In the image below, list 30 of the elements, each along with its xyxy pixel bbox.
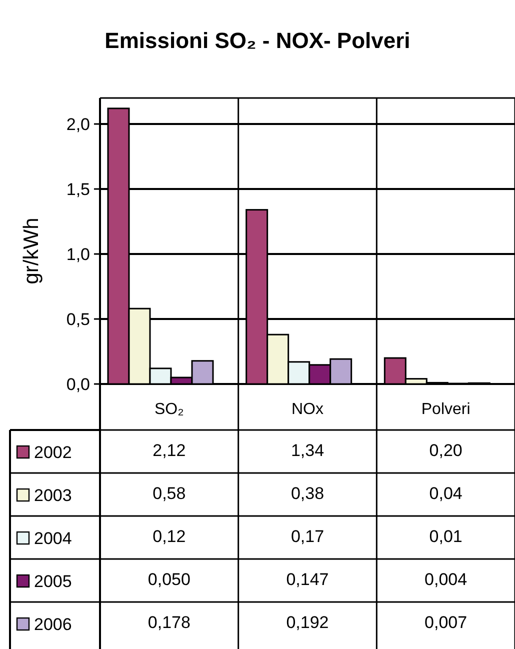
data-label: 0,007 (424, 612, 468, 632)
chart-title: Emissioni SO₂ - NOX- Polveri (104, 28, 410, 53)
y-tick-label: 2,0 (66, 114, 90, 134)
y-tick-label: 0,5 (66, 310, 90, 329)
data-label: 0,17 (290, 526, 324, 546)
data-label: 0,050 (148, 570, 190, 589)
y-tick-label: 0,0 (66, 374, 90, 394)
x-tick-label: SO₂ (154, 401, 184, 418)
data-label: 0,04 (429, 484, 462, 503)
legend-label: 2002 (34, 442, 72, 462)
data-label: 0,20 (429, 440, 462, 460)
x-tick-label: Polveri (421, 401, 470, 418)
y-axis-title: gr/kWh (20, 218, 43, 284)
data-label: 0,58 (152, 484, 186, 503)
data-label: 1,34 (290, 440, 324, 460)
data-label: 2,12 (152, 440, 186, 460)
data-label: 0,192 (286, 612, 329, 632)
data-label: 0,178 (148, 612, 190, 632)
data-label: 0,147 (286, 570, 329, 589)
legend-label: 2003 (34, 486, 72, 505)
data-label: 0,12 (152, 526, 186, 546)
legend-label: 2006 (34, 614, 72, 634)
y-tick-label: 1,5 (66, 180, 90, 199)
legend-label: 2004 (34, 528, 72, 548)
x-tick-label: NOx (292, 401, 324, 418)
data-label: 0,01 (429, 526, 462, 546)
data-label: 0,38 (290, 484, 324, 503)
legend-label: 2005 (34, 572, 72, 591)
y-tick-label: 1,0 (66, 244, 90, 264)
data-label: 0,004 (424, 570, 468, 589)
